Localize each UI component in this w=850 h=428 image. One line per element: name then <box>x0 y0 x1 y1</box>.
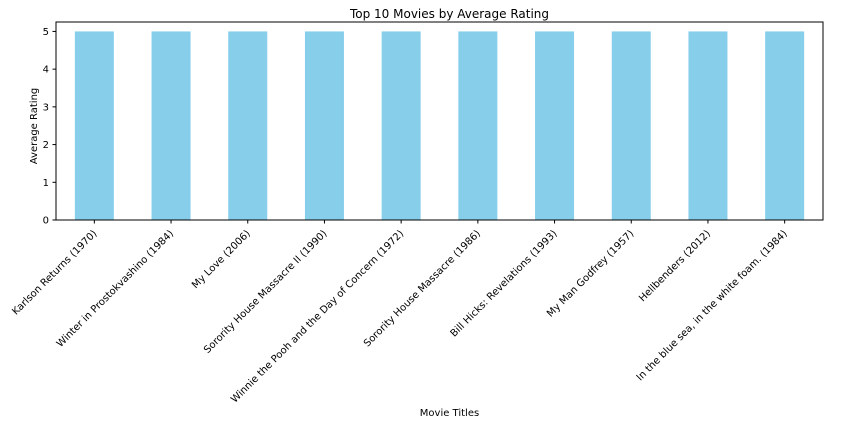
x-axis-label: Movie Titles <box>420 408 479 419</box>
bar <box>228 31 268 221</box>
bar <box>611 31 651 221</box>
bar <box>304 31 344 221</box>
bar <box>458 31 498 221</box>
y-tick-label: 1 <box>43 178 49 189</box>
x-tick-label: My Love (2006) <box>190 228 253 291</box>
y-tick-label: 3 <box>43 102 49 113</box>
x-axis-ticks: Karlson Returns (1970)Winter in Prostokv… <box>10 220 790 405</box>
y-axis-ticks: 0 1 2 3 4 5 <box>43 27 56 227</box>
x-tick-label: Hellbenders (2012) <box>637 228 713 304</box>
x-tick-label: Winnie the Pooh and the Day of Concern (… <box>229 228 406 405</box>
y-axis-label: Average Rating <box>29 88 40 164</box>
x-tick-label: Sorority House Massacre II (1990) <box>202 228 330 356</box>
x-tick-label: Karlson Returns (1970) <box>10 228 99 317</box>
bar <box>74 31 114 221</box>
x-tick-label: In the blue sea, in the white foam. (198… <box>635 228 790 383</box>
x-tick-label: My Man Godfrey (1957) <box>545 228 636 319</box>
y-tick-label: 0 <box>43 216 49 227</box>
bars-group <box>74 31 805 221</box>
y-tick-label: 2 <box>43 140 49 151</box>
bar <box>151 31 191 221</box>
bar <box>535 31 575 221</box>
bar <box>381 31 421 221</box>
chart-title: Top 10 Movies by Average Rating <box>349 7 549 21</box>
bar <box>765 31 805 221</box>
y-tick-label: 5 <box>43 27 49 38</box>
bar <box>688 31 728 221</box>
y-tick-label: 4 <box>43 65 49 76</box>
plot-frame <box>55 21 824 221</box>
